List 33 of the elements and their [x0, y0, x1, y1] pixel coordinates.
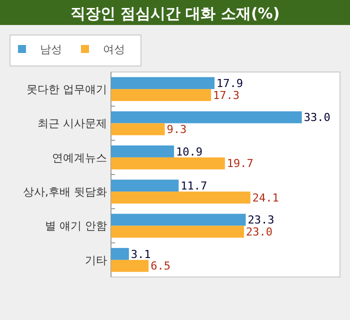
bar: [111, 248, 129, 260]
data-label: 6.5: [150, 260, 170, 273]
y-tick-label: 못다한 업무얘기: [26, 82, 107, 96]
bar: [111, 226, 244, 238]
legend-label: 여성: [103, 42, 125, 56]
data-label: 11.7: [180, 179, 208, 192]
data-label: 24.1: [252, 191, 279, 204]
data-label: 3.1: [130, 248, 151, 261]
data-label: 17.9: [216, 76, 244, 90]
bar: [111, 192, 250, 204]
y-tick-label: 연예계뉴스: [52, 151, 107, 164]
data-label: 17.3: [213, 88, 240, 102]
data-label: 10.9: [176, 145, 203, 158]
bar: [111, 77, 215, 90]
y-tick-label: 기타: [85, 254, 107, 267]
data-label: 23.3: [248, 214, 274, 227]
bar: [111, 111, 302, 124]
data-label: 23.0: [246, 226, 273, 239]
data-label: 33.0: [304, 111, 330, 124]
bar: [111, 157, 225, 170]
bar: [111, 145, 174, 158]
bar: [111, 180, 179, 192]
bar: [111, 123, 165, 136]
data-label: 9.3: [166, 123, 187, 136]
y-tick-label: 상사,후배 뒷담화: [23, 185, 107, 198]
legend-label: 남성: [40, 42, 62, 56]
y-tick-label: 최근 시사문제: [38, 117, 107, 130]
data-label: 19.7: [226, 157, 254, 170]
bar: [111, 89, 212, 102]
y-tick-label: 별 얘기 안함: [45, 220, 107, 233]
bar: [111, 260, 149, 272]
bar: [111, 214, 246, 226]
chart-title: 직장인 점심시간 대화 소재(%): [70, 4, 280, 22]
